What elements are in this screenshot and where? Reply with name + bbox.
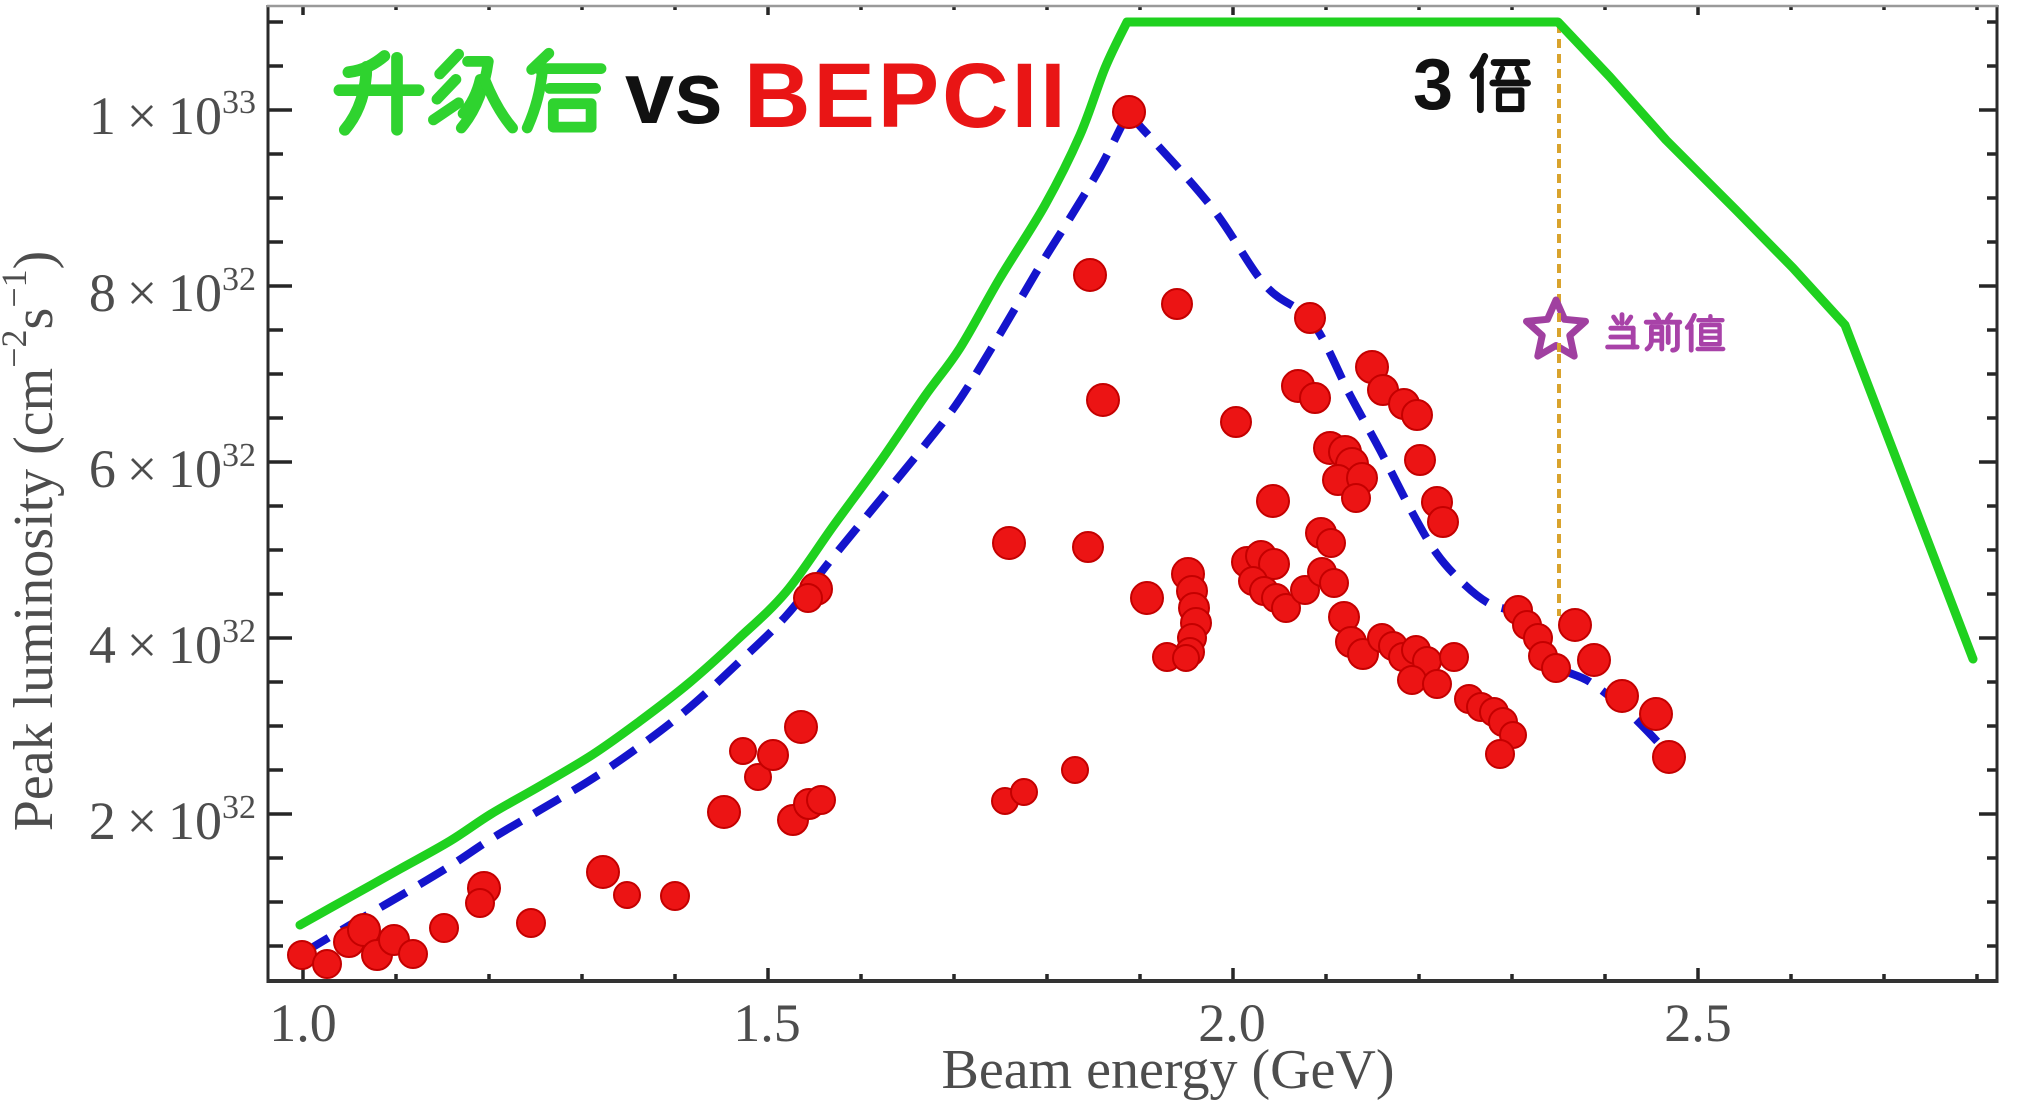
svg-text:2 × 1032: 2 × 1032 (89, 789, 256, 851)
svg-text:2.5: 2.5 (1664, 993, 1732, 1053)
svg-text:6 × 1032: 6 × 1032 (89, 437, 256, 499)
svg-text:Peak luminosity (cm−2s−1): Peak luminosity (cm−2s−1) (0, 251, 65, 832)
svg-text:1 × 1033: 1 × 1033 (89, 84, 256, 146)
svg-text:4 × 1032: 4 × 1032 (89, 613, 256, 675)
svg-text:3: 3 (1413, 45, 1453, 125)
svg-text:vs: vs (625, 43, 723, 142)
svg-text:2.0: 2.0 (1198, 993, 1266, 1053)
svg-text:Beam energy (GeV): Beam energy (GeV) (941, 1039, 1394, 1101)
svg-text:1.5: 1.5 (733, 993, 801, 1053)
svg-text:8 × 1032: 8 × 1032 (89, 261, 256, 323)
svg-text:BEPCII: BEPCII (744, 45, 1069, 147)
svg-text:1.0: 1.0 (269, 993, 337, 1053)
